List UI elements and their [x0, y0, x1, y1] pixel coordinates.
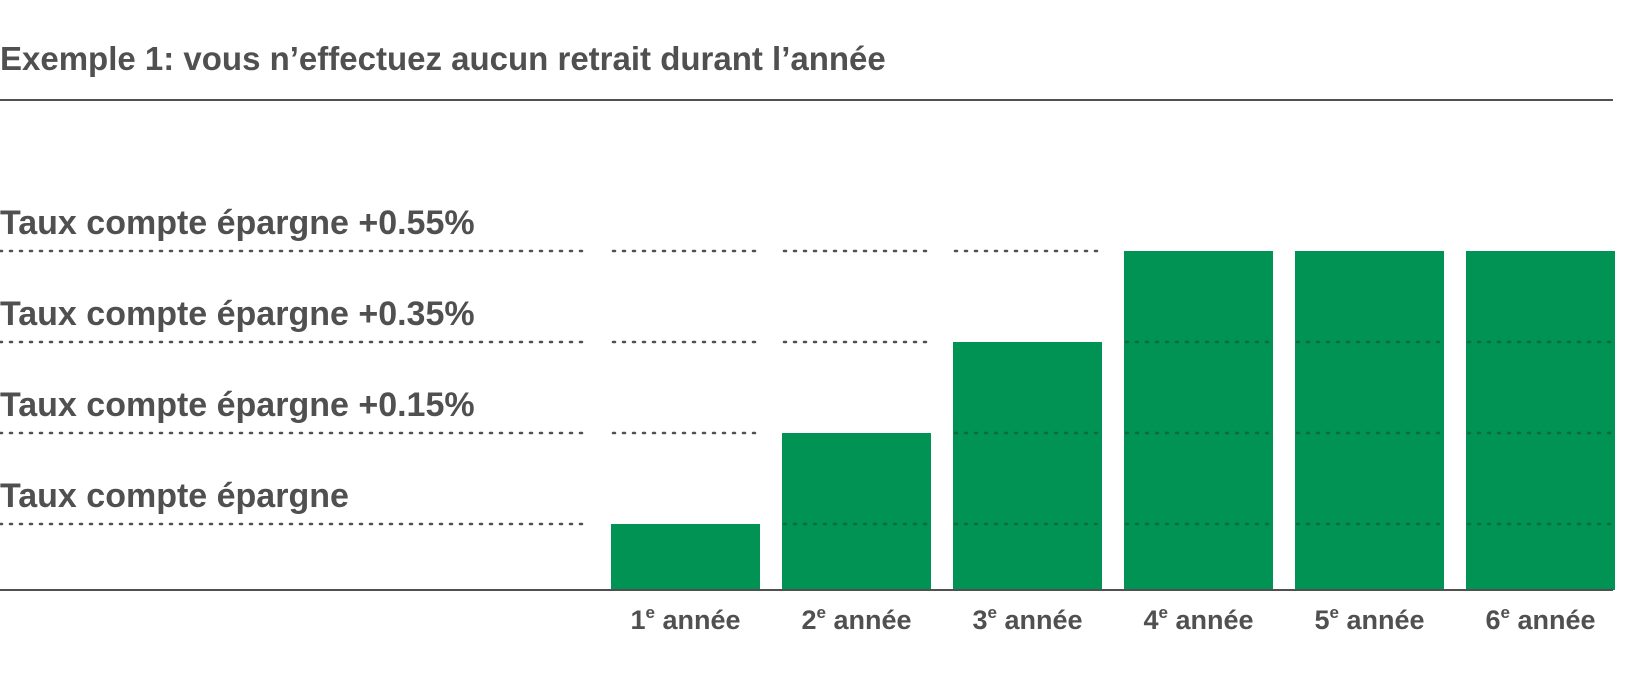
bar-4	[1124, 251, 1273, 590]
bar-3	[953, 342, 1102, 590]
x-tick-label-3: 3e année	[972, 603, 1082, 635]
level-labels: Taux compte épargne Taux compte épargne +…	[0, 204, 475, 515]
level-label-0: Taux compte épargne	[0, 477, 349, 515]
level-label-1: Taux compte épargne +0.15%	[0, 386, 475, 424]
x-tick-label-5: 5e année	[1314, 603, 1424, 635]
bar-1	[611, 524, 760, 590]
x-tick-label-1: 1e année	[630, 603, 740, 635]
bars	[611, 251, 1615, 590]
x-tick-labels: 1e année 2e année 3e année 4e année 5e année…	[630, 603, 1595, 635]
level-label-3: Taux compte épargne +0.55%	[0, 204, 475, 242]
bar-6	[1466, 251, 1615, 590]
x-tick-label-4: 4e année	[1143, 603, 1253, 635]
level-label-2: Taux compte épargne +0.35%	[0, 295, 475, 333]
title-divider	[0, 99, 1613, 101]
gridlines	[0, 249, 1102, 526]
chart-title: Exemple 1: vous n’effectuez aucun retrai…	[0, 40, 886, 77]
x-tick-label-2: 2e année	[801, 603, 911, 635]
bar-2	[782, 433, 931, 590]
bar-5	[1295, 251, 1444, 590]
x-tick-label-6: 6e année	[1485, 603, 1595, 635]
